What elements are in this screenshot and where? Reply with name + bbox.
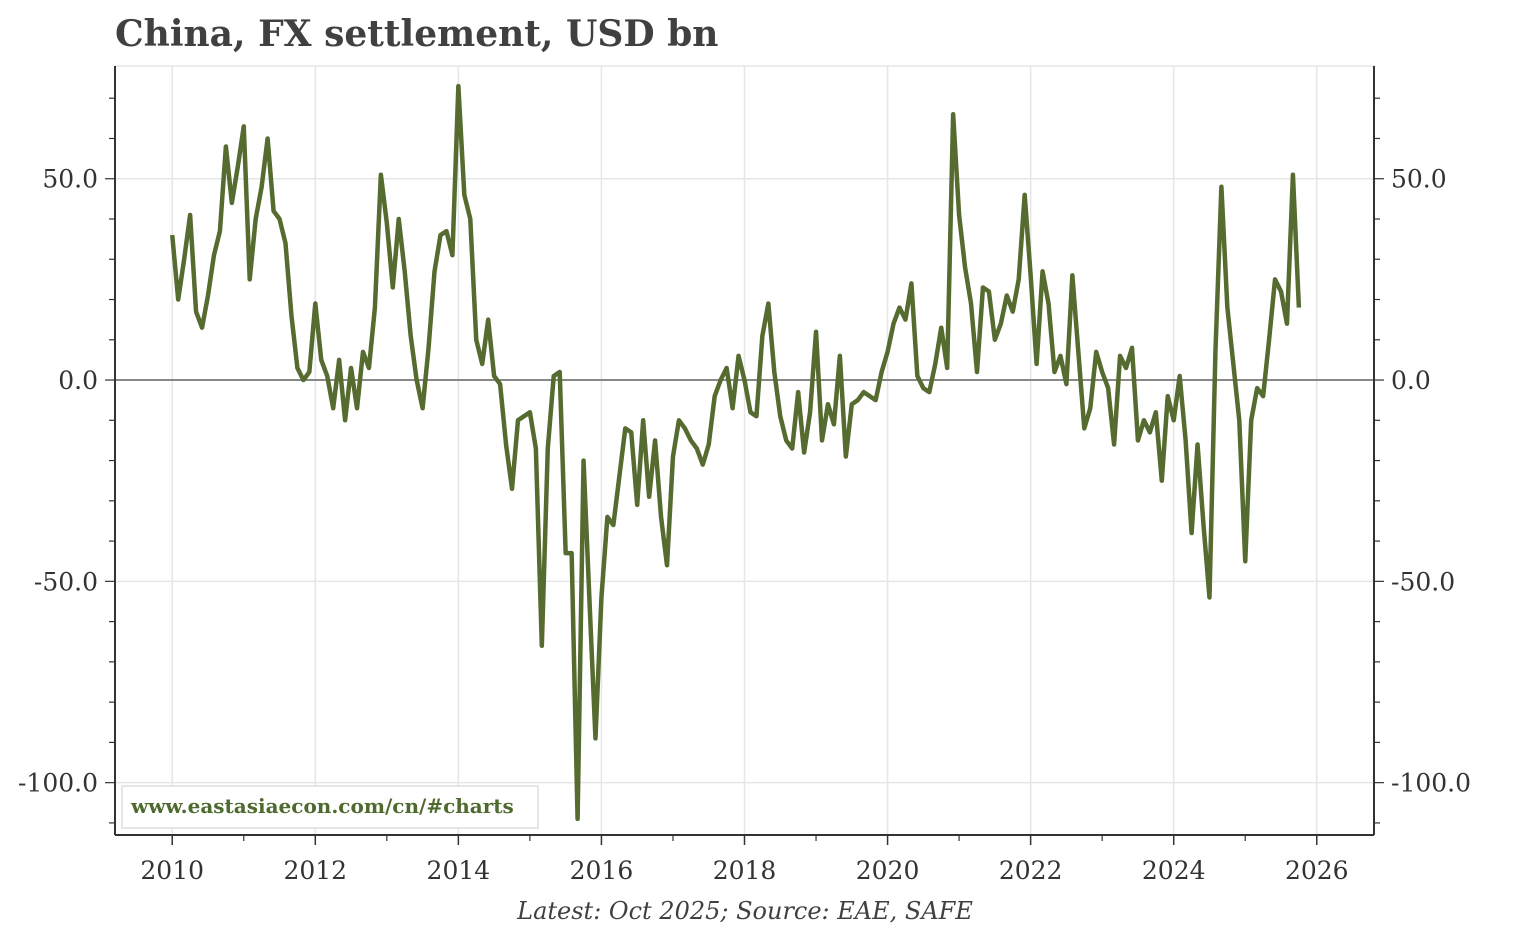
watermark-text: www.eastasiaecon.com/cn/#charts [130, 794, 514, 818]
y-axis-right-labels: 50.0 0.0 -50.0 -100.0 [1391, 165, 1471, 798]
axis-ticks [105, 66, 1384, 845]
y-tick-label-left: -100.0 [18, 769, 98, 798]
y-axis-left-labels: 50.0 0.0 -50.0 -100.0 [18, 165, 98, 798]
x-tick-label: 2020 [856, 856, 920, 885]
x-tick-label: 2012 [283, 856, 347, 885]
x-tick-label: 2014 [427, 856, 491, 885]
x-tick-label: 2024 [1142, 856, 1206, 885]
x-tick-label: 2026 [1285, 856, 1349, 885]
y-tick-label-right: -100.0 [1391, 769, 1471, 798]
source-note: Latest: Oct 2025; Source: EAE, SAFE [516, 897, 973, 925]
y-tick-label-left: -50.0 [34, 567, 98, 596]
x-axis-labels: 2010 2012 2014 2016 2018 2020 2022 2024 2026 [140, 856, 1348, 885]
chart-title: China, FX settlement, USD bn [115, 13, 718, 55]
watermark-box: www.eastasiaecon.com/cn/#charts [121, 785, 539, 829]
series-line-fx-settlement [169, 83, 1302, 822]
y-tick-label-right: 0.0 [1391, 366, 1431, 395]
x-tick-label: 2018 [713, 856, 777, 885]
x-tick-label: 2016 [570, 856, 634, 885]
y-tick-label-left: 50.0 [42, 165, 98, 194]
y-tick-label-left: 0.0 [58, 366, 98, 395]
x-tick-label: 2010 [140, 856, 204, 885]
y-tick-label-right: 50.0 [1391, 165, 1447, 194]
y-tick-label-right: -50.0 [1391, 567, 1455, 596]
x-tick-label: 2022 [999, 856, 1063, 885]
